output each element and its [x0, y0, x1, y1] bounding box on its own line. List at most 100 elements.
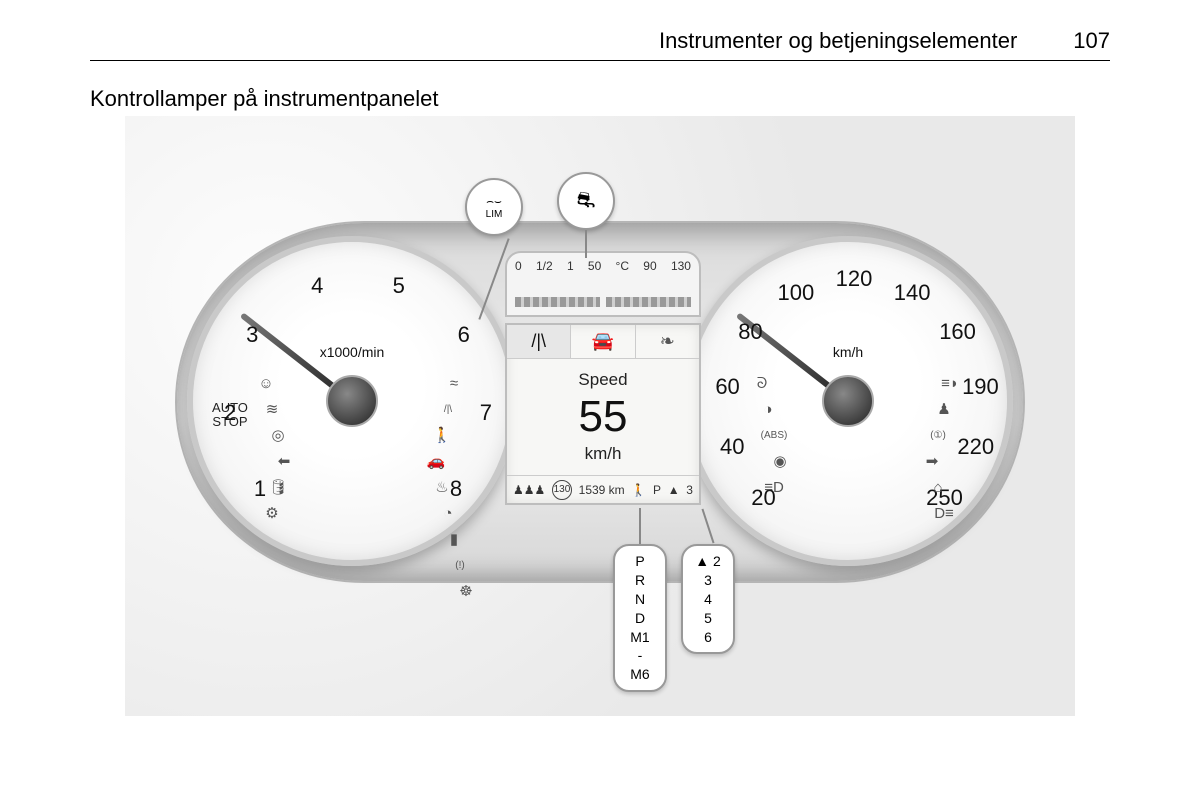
- center-display: 0 1/2 1 50 °C 90 130 /|\ 🚘 ❧ Speed 55: [505, 251, 701, 505]
- fuel-0: 0: [515, 259, 522, 273]
- fog-light-icon: D≡: [933, 502, 955, 524]
- dial-tick: 6: [458, 322, 470, 348]
- gear-indicator: P: [653, 483, 661, 497]
- fog-rear-icon: ≡D: [763, 476, 785, 498]
- tab-car-icon: 🚘: [571, 325, 635, 358]
- engine-icon: ⚙: [261, 502, 283, 524]
- shift-option: 5: [704, 609, 712, 628]
- page-header: Instrumenter og betjeningselementer 107: [90, 28, 1110, 61]
- gear-option: M6: [630, 665, 649, 684]
- tach-hub: [326, 375, 378, 427]
- fuel-bar: [515, 297, 600, 307]
- shift-triangle-icon: ▲: [668, 483, 680, 497]
- callout-gear-selector: PRNDM1-M6: [613, 544, 667, 692]
- instrument-cluster-figure: x1000/min AUTOSTOP 12345678☺≋◎⬅🛢⚙≈/|\🚶🚗♨…: [125, 116, 1075, 716]
- abs-icon: (ABS): [763, 424, 785, 446]
- speed-label: Speed: [578, 370, 627, 390]
- seatbelt-icon: ♟: [933, 398, 955, 420]
- temp-icon: °C: [616, 259, 629, 273]
- dial-tick: 140: [894, 280, 931, 306]
- dial-tick: 1: [254, 476, 266, 502]
- dial-tick: 80: [738, 319, 762, 345]
- callout-speed-limiter: ⌢⌣ LIM: [465, 178, 523, 236]
- lane-icon: /|\: [437, 398, 459, 420]
- tab-lane-icon: /|\: [507, 325, 571, 358]
- dial-tick: 190: [962, 374, 999, 400]
- fuel-temp-markers: 0 1/2 1 50 °C 90 130: [515, 259, 691, 273]
- temp-90: 90: [643, 259, 656, 273]
- seatbelt-row-icon: ♟♟♟: [513, 483, 545, 497]
- lcd-tabs: /|\ 🚘 ❧: [507, 325, 699, 359]
- speed-unit: km/h: [585, 444, 622, 464]
- temp-50: 50: [588, 259, 601, 273]
- header-title: Instrumenter og betjeningselementer: [659, 28, 1017, 54]
- callout-adaptive-cruise: ⛐: [557, 172, 615, 230]
- leader-cruise: [585, 230, 587, 258]
- dial-tick: 4: [311, 273, 323, 299]
- page-number: 107: [1073, 28, 1110, 54]
- slip-icon: ≈: [443, 372, 465, 394]
- airbag-icon: ◉: [769, 450, 791, 472]
- tachometer-dial: x1000/min AUTOSTOP 12345678☺≋◎⬅🛢⚙≈/|\🚶🚗♨…: [187, 236, 517, 566]
- speedo-unit-label: km/h: [689, 344, 1007, 360]
- gear-option: D: [635, 609, 645, 628]
- gear-option: M1: [630, 628, 649, 647]
- steer-off-icon: ◎: [267, 424, 289, 446]
- dial-tick: 220: [957, 434, 994, 460]
- dial-tick: 160: [939, 319, 976, 345]
- shift-option: 3: [704, 571, 712, 590]
- leader-gear: [639, 508, 641, 544]
- fuel-temp-strip: 0 1/2 1 50 °C 90 130: [505, 251, 701, 317]
- cruise-icon: ◑: [757, 398, 779, 420]
- dial-tick: 7: [480, 400, 492, 426]
- steering-icon: ☸: [455, 580, 477, 602]
- speed-box: Speed 55 km/h: [507, 359, 699, 475]
- dial-tick: 5: [393, 273, 405, 299]
- gauge-icon: ◔: [437, 502, 459, 524]
- tpms-icon: (!): [449, 554, 471, 576]
- driver-info-lcd: /|\ 🚘 ❧ Speed 55 km/h ♟♟♟ 130 1539 km 🚶 …: [505, 323, 701, 505]
- temp-bar: [606, 297, 691, 307]
- odometer: 1539 km: [579, 483, 625, 497]
- fuel-1: 1: [567, 259, 574, 273]
- dial-tick: 60: [715, 374, 739, 400]
- oil-can-icon: 🛢: [267, 476, 289, 498]
- temp-130: 130: [671, 259, 691, 273]
- brake-icon: (①): [927, 424, 949, 446]
- gear-option: P: [635, 552, 644, 571]
- speedometer-dial: km/h 20406080100120140160190220250ᘐ◑(ABS…: [683, 236, 1013, 566]
- speedo-hub: [822, 375, 874, 427]
- dial-tick: 40: [720, 434, 744, 460]
- glow-plug-icon: ᘐ: [751, 372, 773, 394]
- shift-option: 6: [704, 628, 712, 647]
- dial-tick: 3: [246, 322, 258, 348]
- gauge-bars: [515, 297, 691, 307]
- person-off-icon: ☺: [255, 372, 277, 394]
- car-key-icon: ⌂: [927, 476, 949, 498]
- gear-option: -: [638, 646, 643, 665]
- gear-option: N: [635, 590, 645, 609]
- battery-icon: ▮: [443, 528, 465, 550]
- callout-shift-indicator: ▲ 23456: [681, 544, 735, 654]
- page-subtitle: Kontrollamper på instrumentpanelet: [90, 86, 439, 112]
- lim-label: LIM: [486, 209, 503, 220]
- shift-option: ▲ 2: [695, 552, 721, 571]
- gear-option: R: [635, 571, 645, 590]
- tab-leaf-icon: ❧: [636, 325, 699, 358]
- right-turn-icon: ➡: [921, 450, 943, 472]
- shift-number: 3: [686, 483, 693, 497]
- pedestrian-icon: 🚶: [631, 483, 646, 497]
- fuel-half: 1/2: [536, 259, 553, 273]
- dial-tick: 2: [224, 400, 236, 426]
- speed-value: 55: [579, 392, 628, 442]
- pedestrian-icon: 🚶: [431, 424, 453, 446]
- coolant-icon: ♨: [431, 476, 453, 498]
- dial-tick: 120: [836, 266, 873, 292]
- shift-option: 4: [704, 590, 712, 609]
- left-turn-icon: ⬅: [273, 450, 295, 472]
- speed-limit-icon: 130: [552, 480, 572, 500]
- car-front-icon: 🚗: [425, 450, 447, 472]
- dial-tick: 100: [778, 280, 815, 306]
- slip-off-icon: ≋: [261, 398, 283, 420]
- lcd-bottom-row: ♟♟♟ 130 1539 km 🚶 P ▲ 3: [507, 475, 699, 503]
